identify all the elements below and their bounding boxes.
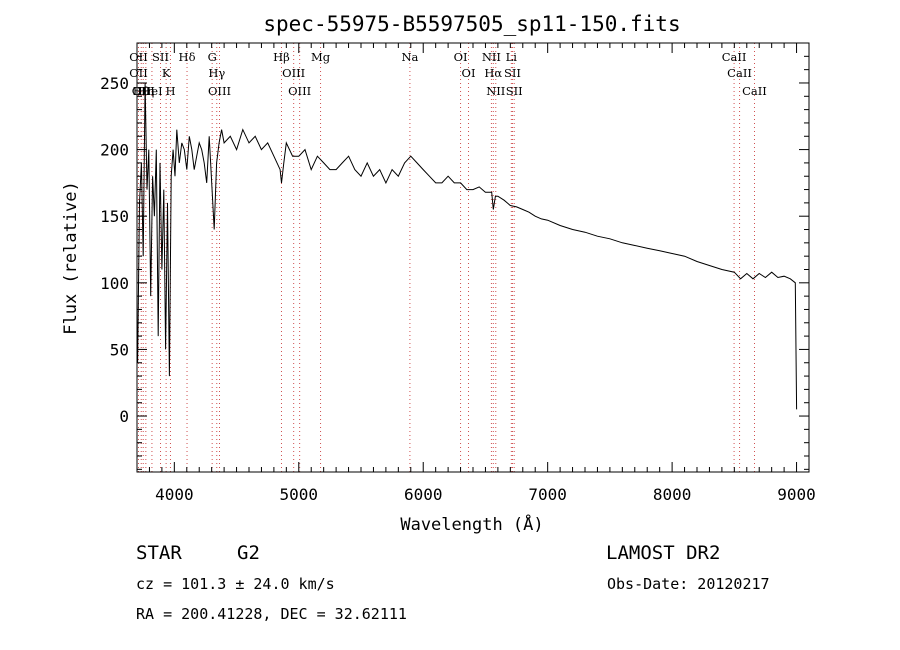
line-label: SII <box>506 84 523 98</box>
y-tick-label: 250 <box>100 74 129 93</box>
chart-title: spec-55975-B5597505_sp11-150.fits <box>263 12 680 36</box>
line-label: OIII <box>208 84 231 98</box>
line-label: OI <box>454 50 468 64</box>
y-axis-ticks: 0 50 100 150 200 250 <box>100 42 809 470</box>
line-label: CaII <box>722 50 747 64</box>
line-label: CaII <box>742 84 767 98</box>
y-tick-label: 200 <box>100 141 129 160</box>
line-label: CaII <box>727 66 752 80</box>
survey-name: LAMOST DR2 <box>606 542 720 564</box>
y-tick-label: 150 <box>100 207 129 226</box>
line-label: SII <box>504 66 521 80</box>
line-label: Na <box>401 50 418 64</box>
line-label: OIII <box>282 66 305 80</box>
x-tick-label: 7000 <box>528 485 567 504</box>
object-class: STAR <box>136 542 182 564</box>
coordinates-info: RA = 200.41228, DEC = 32.62111 <box>136 605 407 623</box>
line-label: HeI <box>141 84 162 98</box>
x-tick-label: 5000 <box>280 485 319 504</box>
line-label: OII <box>129 66 148 80</box>
line-label: SII <box>152 50 169 64</box>
line-label: NII <box>482 50 501 64</box>
y-tick-label: 50 <box>110 340 129 359</box>
line-label: Hη <box>137 84 154 98</box>
line-label: Hδ <box>179 50 196 64</box>
line-label: Li <box>506 50 518 64</box>
plot-frame <box>136 42 810 473</box>
x-tick-label: 8000 <box>653 485 692 504</box>
spectral-line-markers <box>137 43 755 472</box>
spectrum-series-line <box>137 82 798 410</box>
x-tick-label: 6000 <box>404 485 443 504</box>
y-axis-label: Flux (relative) <box>61 181 81 335</box>
line-label: OI <box>462 66 476 80</box>
velocity-info: cz = 101.3 ± 24.0 km/s <box>136 575 335 593</box>
x-tick-label: 4000 <box>155 485 194 504</box>
y-tick-label: 100 <box>100 274 129 293</box>
line-label: Hβ <box>273 50 290 64</box>
x-tick-label: 9000 <box>777 485 816 504</box>
x-axis-label: Wavelength (Å) <box>400 513 543 535</box>
line-label: Mg <box>311 50 331 64</box>
line-label: Hγ <box>208 66 225 80</box>
object-subclass: G2 <box>237 542 260 564</box>
line-label: G <box>208 50 217 64</box>
y-tick-label: 0 <box>119 407 129 426</box>
line-label: H <box>165 84 175 98</box>
observation-date: Obs-Date: 20120217 <box>607 575 770 593</box>
line-label: OIII <box>288 84 311 98</box>
line-label: K <box>162 66 171 80</box>
line-label: NII <box>486 84 505 98</box>
line-label: OII <box>129 50 148 64</box>
x-axis-ticks: 4000 5000 6000 7000 8000 9000 <box>136 43 816 504</box>
line-label: Hα <box>484 66 502 80</box>
